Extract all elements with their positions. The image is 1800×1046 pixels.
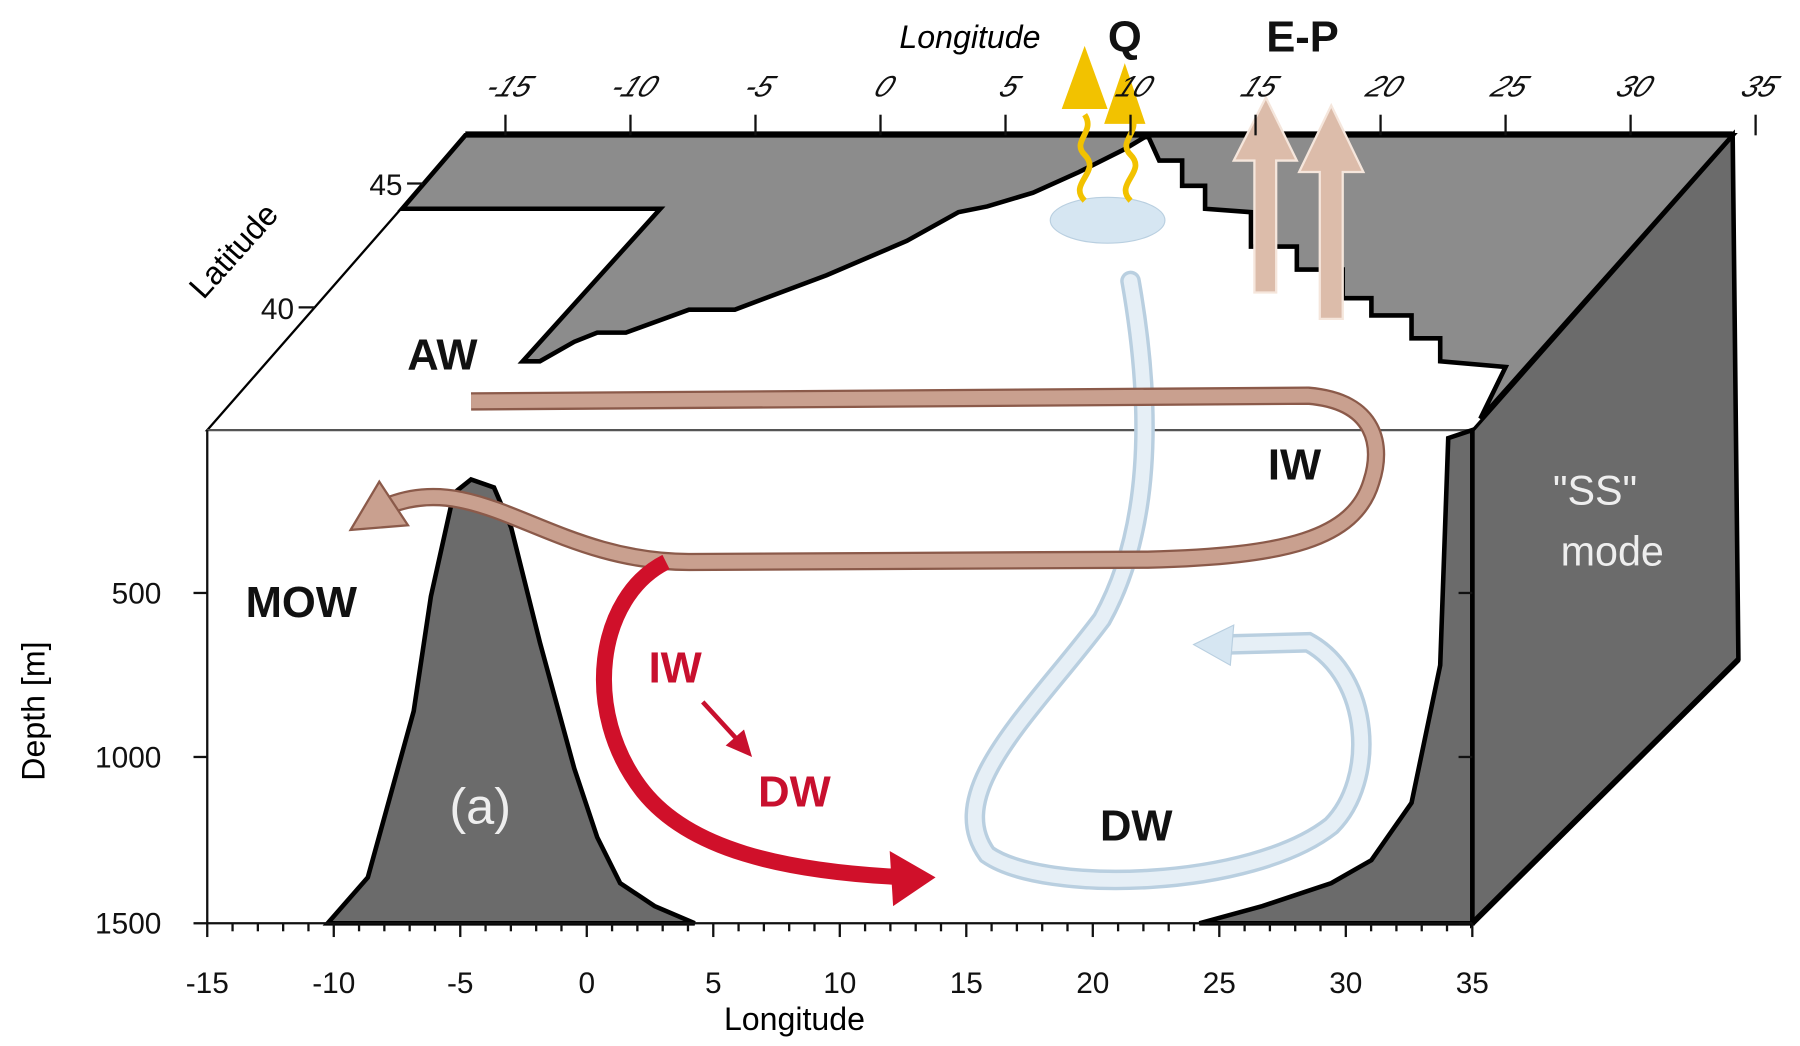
x-tick-label: 30 bbox=[1329, 967, 1362, 1000]
ss-label: "SS" bbox=[1553, 468, 1637, 514]
top-tick-label: 5 bbox=[994, 70, 1027, 103]
top-tick-label: 35 bbox=[1736, 70, 1785, 103]
latitude-title: Latitude bbox=[182, 196, 285, 305]
x-tick-label: 0 bbox=[578, 967, 595, 1000]
x-tick-label: 25 bbox=[1203, 967, 1236, 1000]
x-tick-label: 35 bbox=[1456, 967, 1489, 1000]
top-tick-label: -15 bbox=[481, 70, 540, 103]
iw-red-label: IW bbox=[649, 644, 703, 692]
lat-tick-label: 45 bbox=[369, 169, 402, 202]
top-tick-label: 0 bbox=[869, 70, 902, 103]
page: Q E-P AW IW "SS" mode MOW IW DW DW (a) L… bbox=[0, 0, 1800, 1046]
bottom-axis-title: Longitude bbox=[724, 1001, 865, 1037]
top-axis-title: Longitude bbox=[899, 19, 1040, 55]
top-tick-label: -10 bbox=[606, 70, 665, 103]
dw-label: DW bbox=[1100, 803, 1173, 851]
x-tick-label: 15 bbox=[950, 967, 983, 1000]
iw-label: IW bbox=[1268, 441, 1322, 489]
lat-tick-label: 40 bbox=[261, 293, 294, 326]
top-tick-label: 20 bbox=[1360, 70, 1410, 103]
y-tick-label: 1000 bbox=[95, 741, 161, 774]
ep-label: E-P bbox=[1266, 14, 1339, 62]
convection-patch bbox=[1050, 197, 1165, 243]
x-tick-label: 10 bbox=[823, 967, 856, 1000]
dw-red-label: DW bbox=[758, 768, 831, 816]
x-tick-label: 5 bbox=[705, 967, 722, 1000]
mow-label: MOW bbox=[246, 579, 358, 627]
depth-title: Depth [m] bbox=[15, 641, 51, 780]
aw-label: AW bbox=[407, 331, 478, 379]
panel-label: (a) bbox=[449, 777, 511, 834]
top-tick-label: -5 bbox=[739, 70, 782, 103]
diagram: Q E-P AW IW "SS" mode MOW IW DW DW (a) L… bbox=[0, 0, 1800, 1046]
ss-label: mode bbox=[1561, 528, 1664, 574]
y-tick-label: 500 bbox=[112, 577, 162, 610]
heat-arrowhead bbox=[1062, 46, 1108, 109]
top-tick-label: 15 bbox=[1236, 70, 1285, 103]
x-tick-label: -10 bbox=[312, 967, 355, 1000]
top-tick-label: 25 bbox=[1485, 70, 1535, 103]
x-tick-label: -15 bbox=[186, 967, 229, 1000]
x-tick-label: 20 bbox=[1076, 967, 1109, 1000]
q-label: Q bbox=[1108, 14, 1142, 62]
top-tick-label: 10 bbox=[1111, 70, 1160, 103]
x-tick-label: -5 bbox=[447, 967, 474, 1000]
y-tick-label: 1500 bbox=[95, 908, 161, 941]
top-tick-label: 30 bbox=[1611, 70, 1660, 103]
